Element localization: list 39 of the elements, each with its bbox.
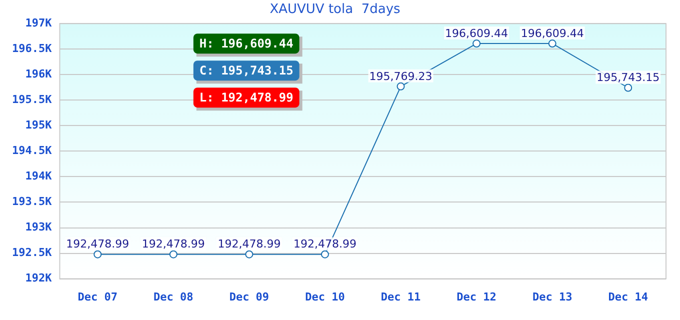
x-tick-label: Dec 09 xyxy=(229,290,270,304)
y-tick-label: 193K xyxy=(25,220,52,234)
y-tick-label: 194K xyxy=(25,170,52,183)
chart-title: XAUVUV tola 7days xyxy=(270,2,401,18)
x-tick-label: Dec 08 xyxy=(154,290,194,304)
point xyxy=(396,82,405,90)
x-tick-label: Dec 11 xyxy=(380,290,421,304)
point xyxy=(472,40,481,48)
y-tick-label: 197K xyxy=(25,16,52,30)
annotation: C: 195,743.15 xyxy=(199,64,294,78)
x-tick-label: Dec 12 xyxy=(456,290,496,304)
x-tick-label: Dec 13 xyxy=(532,290,572,304)
point xyxy=(245,250,254,258)
annotation: H: 196,609.44 xyxy=(199,36,294,51)
y-tick-label: 194.5K xyxy=(12,144,52,158)
data-label: 195,743.15 xyxy=(596,71,660,84)
data-label: 196,609.44 xyxy=(445,26,508,40)
x-tick-label: Dec 10 xyxy=(305,290,345,304)
y-tick-label: 192K xyxy=(25,272,52,285)
point xyxy=(548,40,556,48)
y-tick-label: 192.5K xyxy=(12,246,52,260)
y-tick-label: 193.5K xyxy=(12,195,52,208)
data-label: 196,609.44 xyxy=(520,26,584,40)
point xyxy=(169,250,178,258)
y-tick-label: 195K xyxy=(25,118,52,132)
y-tick-label: 196.5K xyxy=(12,42,52,55)
point xyxy=(320,250,329,258)
y-tick-label: 196K xyxy=(25,68,52,80)
x-tick-label: Dec 07 xyxy=(78,290,118,304)
data-label: 192,478.99 xyxy=(66,238,130,251)
data-label: 192,478.99 xyxy=(293,238,356,251)
data-label: 192,478.99 xyxy=(142,238,205,251)
point xyxy=(624,84,632,92)
annotation: L: 192,478.99 xyxy=(199,90,294,105)
y-tick-label: 195.5K xyxy=(12,93,52,106)
point xyxy=(94,250,102,258)
data-label: 195,769.23 xyxy=(369,70,432,83)
x-tick-label: Dec 14 xyxy=(608,290,648,304)
data-label: 192,478.99 xyxy=(218,238,281,251)
